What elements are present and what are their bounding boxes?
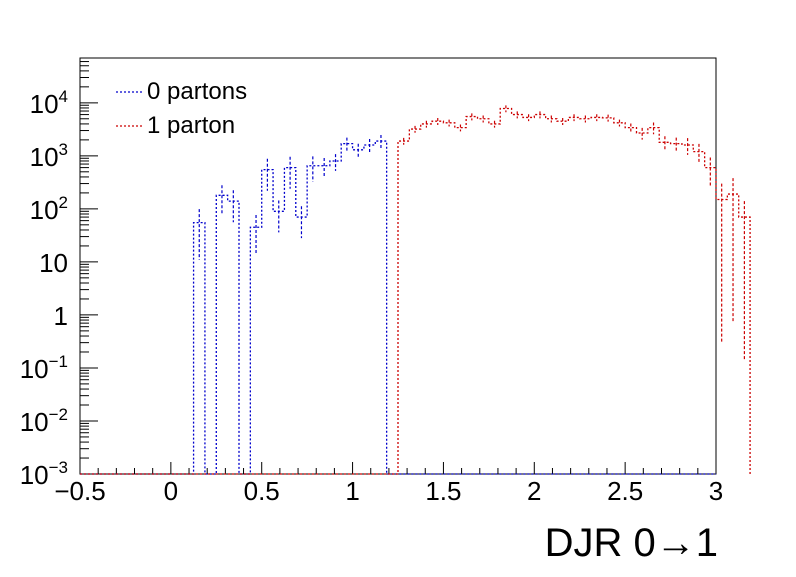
legend: 0 partons 1 parton xyxy=(116,78,247,139)
x-tick-label: 0 xyxy=(164,476,178,506)
legend-label-0: 0 partons xyxy=(147,78,247,105)
tick-labels: −0.5 0 0.5 1 1.5 2 2.5 3 10−3 10−2 10−1 1 10 102 103 10… xyxy=(20,87,724,506)
y-tick-label: 102 xyxy=(30,193,68,225)
x-tick-label: 1 xyxy=(345,476,359,506)
x-axis-title: DJR 0→1 xyxy=(545,521,718,565)
x-tick-label: 3 xyxy=(709,476,723,506)
y-tick-label: 1 xyxy=(54,301,68,331)
series-1-line xyxy=(80,107,751,475)
y-tick-label: 10 xyxy=(39,248,68,278)
x-tick-label: 0.5 xyxy=(244,476,280,506)
y-tick-label: 10−1 xyxy=(20,352,68,384)
x-tick-label: −0.5 xyxy=(54,476,105,506)
x-tick-label: 2 xyxy=(527,476,541,506)
y-tick-label: 10−3 xyxy=(20,458,68,490)
y-tick-label: 10−2 xyxy=(20,405,68,437)
legend-label-1: 1 parton xyxy=(147,112,235,139)
y-tick-label: 104 xyxy=(30,87,68,119)
series-layer xyxy=(80,105,751,475)
y-tick-label: 103 xyxy=(30,140,68,172)
x-tick-label: 1.5 xyxy=(425,476,461,506)
x-tick-label: 2.5 xyxy=(607,476,643,506)
series-0-line xyxy=(80,140,716,475)
